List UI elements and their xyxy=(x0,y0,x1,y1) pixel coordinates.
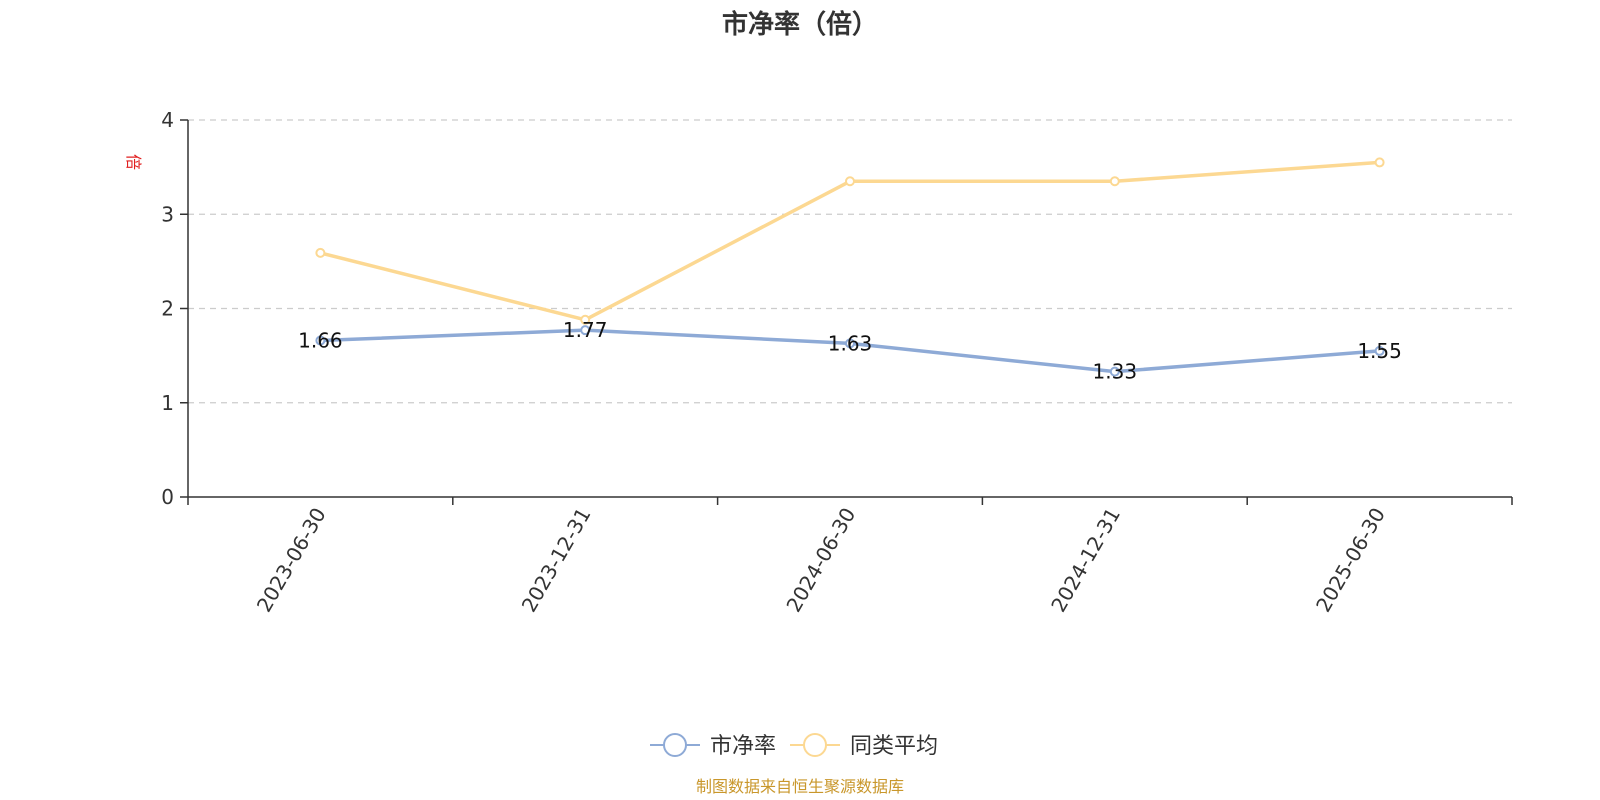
data-point-1-1 xyxy=(580,314,591,325)
data-label: 1.33 xyxy=(1093,360,1138,384)
data-point-1-4 xyxy=(1374,157,1385,168)
data-point-0-3 xyxy=(1109,366,1120,377)
data-point-1-0 xyxy=(315,247,326,258)
axes: 0 1 2 3 4 2023-06-30 2023-12-31 2024-06-30 2024-… xyxy=(161,108,1513,617)
y-tick-label: 1 xyxy=(161,391,174,415)
x-tick-label: 2024-06-30 xyxy=(781,504,860,617)
data-label: 1.55 xyxy=(1357,339,1402,363)
data-labels: 1.66 1.77 1.63 1.33 1.55 xyxy=(298,318,1402,383)
y-axis-label: 倍 xyxy=(124,154,143,170)
legend-marker-0 xyxy=(663,733,687,757)
y-tick-label: 2 xyxy=(161,297,174,321)
legend-label-0: 市净率 xyxy=(710,734,776,759)
data-label: 1.66 xyxy=(298,329,343,353)
legend-marker-1 xyxy=(803,733,827,757)
x-tick-label: 2025-06-30 xyxy=(1311,504,1390,617)
source-note: 制图数据来自恒生聚源数据库 xyxy=(696,777,904,796)
y-tick-label: 3 xyxy=(161,202,174,226)
data-point-0-4 xyxy=(1374,345,1385,356)
x-tick-label: 2023-06-30 xyxy=(252,504,331,617)
data-point-1-2 xyxy=(845,176,855,187)
series xyxy=(315,157,1385,377)
data-point-1-3 xyxy=(1109,176,1120,187)
grid-lines xyxy=(188,119,1512,404)
chart-title: 市净率（倍） xyxy=(722,9,878,40)
data-point-0-1 xyxy=(580,325,591,336)
data-label: 1.77 xyxy=(563,318,608,342)
y-tick-label: 4 xyxy=(161,108,174,132)
data-point-0-2 xyxy=(845,338,855,349)
legend: 市净率 同类平均 xyxy=(650,733,938,759)
x-tick-label: 2024-12-31 xyxy=(1046,504,1125,617)
legend-label-1: 同类平均 xyxy=(850,734,938,759)
x-tick-label: 2023-12-31 xyxy=(517,504,596,617)
data-label: 1.63 xyxy=(828,331,873,355)
data-point-0-0 xyxy=(315,335,326,346)
y-tick-label: 0 xyxy=(161,485,174,509)
